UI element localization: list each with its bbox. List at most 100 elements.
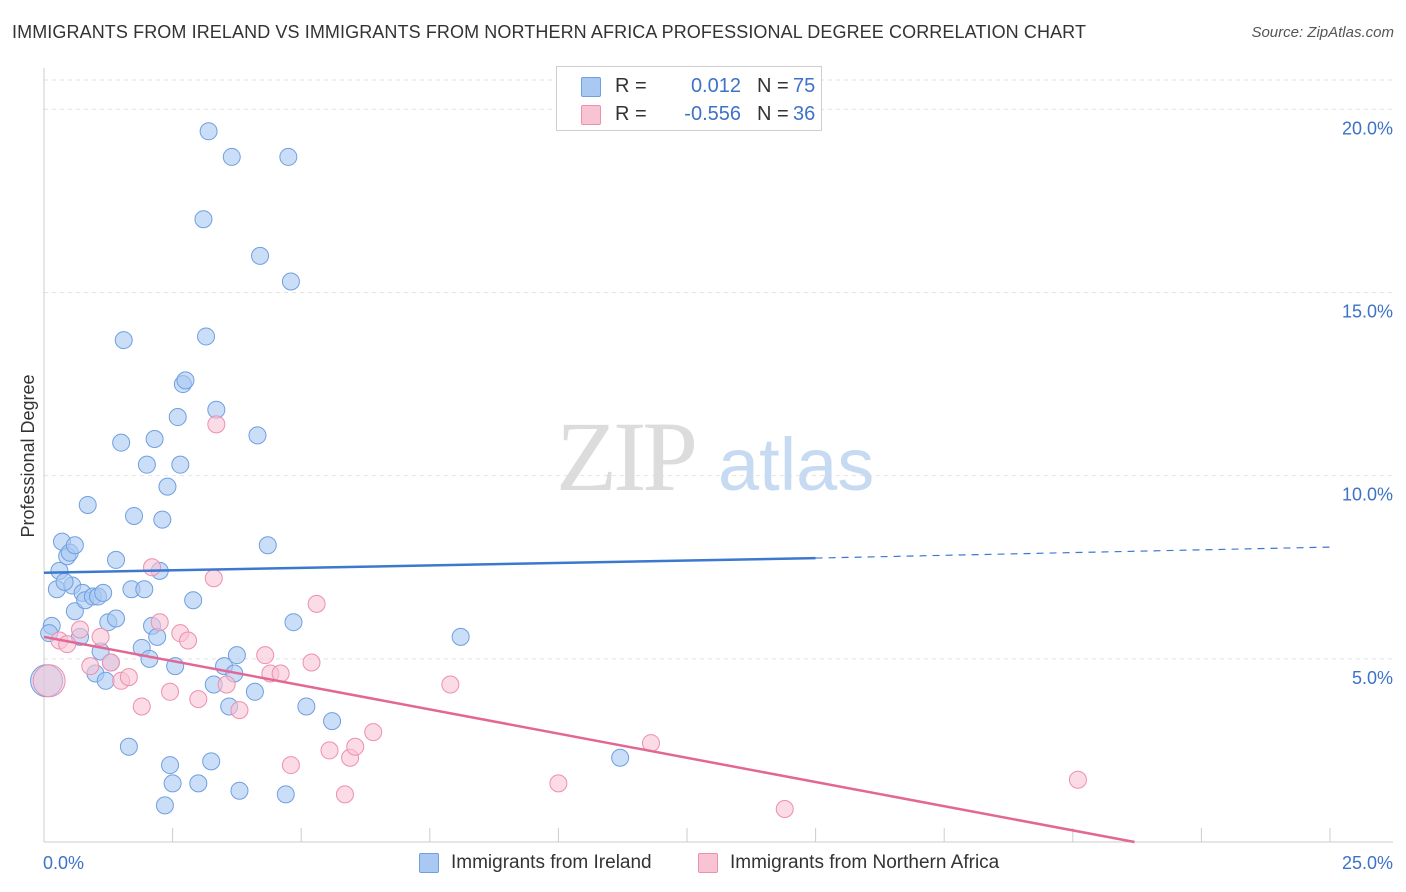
legend-n-label: N =	[757, 103, 789, 125]
legend-r-value: 0.012	[690, 75, 741, 97]
ireland-point	[276, 785, 295, 804]
legend-swatch-nafrica	[581, 105, 601, 125]
legend-r-label: R =	[615, 103, 647, 125]
ireland-point	[65, 536, 84, 555]
ireland-point	[125, 506, 144, 525]
ireland-point	[227, 646, 246, 665]
ireland-point	[189, 774, 208, 793]
nafrica-point	[189, 690, 208, 709]
legend-n-value: 36	[793, 103, 816, 125]
ireland-point	[135, 580, 154, 599]
nafrica-point	[91, 627, 110, 646]
ireland-point	[148, 627, 167, 646]
nafrica-point	[58, 635, 77, 654]
ireland-point	[279, 147, 298, 166]
legend-swatch-ireland	[581, 77, 601, 97]
ireland-point	[96, 671, 115, 690]
ireland-point	[176, 371, 195, 390]
nafrica-point	[101, 653, 120, 672]
nafrica-point	[179, 631, 198, 650]
nafrica-point	[143, 558, 162, 577]
nafrica-point	[364, 723, 383, 742]
gridlines	[44, 79, 1393, 660]
ireland-point	[107, 609, 126, 628]
ireland-point	[107, 550, 126, 569]
ireland-point	[114, 331, 133, 350]
ireland-point	[284, 613, 303, 632]
ireland-point	[451, 627, 470, 646]
stats-legend: R = 0.012 N = 75 R = -0.556 N = 36	[556, 66, 822, 131]
nafrica-trend-line	[43, 635, 1135, 844]
nafrica-point	[320, 741, 339, 760]
bottom-legend-swatch-ireland	[419, 853, 439, 873]
nafrica-point	[217, 675, 236, 694]
ireland-point	[155, 796, 174, 815]
x-tick-max: 25.0%	[1342, 853, 1393, 873]
chart-title: IMMIGRANTS FROM IRELAND VS IMMIGRANTS FR…	[12, 22, 1087, 42]
ireland-point	[171, 455, 190, 474]
ireland-point	[161, 756, 180, 775]
x-tick-min: 0.0%	[43, 853, 84, 873]
nafrica-point	[335, 785, 354, 804]
y-tick-label: 20.0%	[1342, 118, 1393, 138]
nafrica-point	[1068, 770, 1087, 789]
legend-r-value: -0.556	[684, 103, 741, 125]
nafrica-point	[32, 664, 66, 698]
nafrica-point	[204, 569, 223, 588]
source-label: Source: ZipAtlas.com	[1251, 24, 1394, 41]
ireland-trend-extension	[815, 546, 1331, 559]
ireland-point	[245, 682, 264, 701]
watermark-zip: ZIP	[556, 401, 694, 512]
ireland-point	[65, 602, 84, 621]
nafrica-point	[346, 737, 365, 756]
legend-r-label: R =	[615, 75, 647, 97]
y-tick-label: 15.0%	[1342, 301, 1393, 321]
ireland-point	[202, 752, 221, 771]
ireland-point	[184, 591, 203, 610]
ireland-point	[611, 748, 630, 767]
nafrica-point	[161, 682, 180, 701]
nafrica-point	[230, 701, 249, 720]
ireland-point	[248, 426, 267, 445]
ireland-point	[197, 327, 216, 346]
nafrica-point	[150, 613, 169, 632]
nafrica-point	[132, 697, 151, 716]
watermark: ZIP atlas	[556, 401, 874, 512]
axes	[43, 68, 1393, 843]
ireland-point	[145, 430, 164, 449]
ireland-point	[163, 774, 182, 793]
ireland-point	[258, 536, 277, 555]
y-tick-label: 5.0%	[1352, 668, 1393, 688]
ireland-point	[94, 583, 113, 602]
legend-n-label: N =	[757, 75, 789, 97]
ireland-point	[199, 122, 218, 141]
ireland-point	[323, 712, 342, 731]
ireland-trend-line	[43, 556, 816, 574]
ireland-point	[55, 572, 74, 591]
y-tick-labels: 5.0% 10.0% 15.0% 20.0%	[1342, 118, 1393, 688]
ireland-point	[281, 272, 300, 291]
legend-n-value: 75	[793, 75, 816, 97]
nafrica-point	[775, 800, 794, 819]
nafrica-point	[207, 415, 226, 434]
ireland-point	[153, 510, 172, 529]
ireland-point	[194, 210, 213, 229]
bottom-legend-swatch-nafrica	[698, 853, 718, 873]
ireland-point	[112, 433, 131, 452]
ireland-point	[251, 246, 270, 265]
nafrica-point	[119, 668, 138, 687]
ireland-point	[222, 147, 241, 166]
ireland-point	[119, 737, 138, 756]
nafrica-point	[302, 653, 321, 672]
ireland-point	[168, 408, 187, 427]
nafrica-point	[281, 756, 300, 775]
y-axis-label: Professional Degree	[18, 374, 38, 537]
nafrica-point	[307, 594, 326, 613]
watermark-atlas: atlas	[718, 423, 874, 506]
nafrica-point	[71, 620, 90, 639]
y-tick-label: 10.0%	[1342, 485, 1393, 505]
ireland-point	[297, 697, 316, 716]
bottom-legend-label-ireland: Immigrants from Ireland	[451, 852, 652, 873]
nafrica-point	[441, 675, 460, 694]
bottom-legend-label-nafrica: Immigrants from Northern Africa	[730, 852, 1000, 873]
